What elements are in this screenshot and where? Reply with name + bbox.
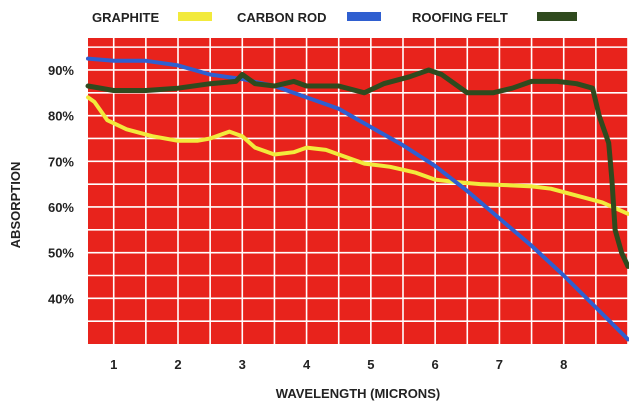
y-tick-label: 50%	[48, 246, 74, 261]
x-axis-title: WAVELENGTH (MICRONS)	[276, 386, 440, 401]
y-axis-ticks: 40% 50% 60% 70% 80% 90%	[48, 63, 74, 306]
legend-label-carbon-rod: CARBON ROD	[237, 10, 327, 25]
x-tick-label: 4	[303, 357, 311, 372]
y-tick-label: 90%	[48, 63, 74, 78]
series-line-roofing-felt	[85, 67, 629, 269]
x-axis-ticks: 1 2 3 4 5 6 7 8	[110, 357, 567, 372]
x-tick-label: 7	[496, 357, 503, 372]
y-axis-title: ABSORPTION	[8, 162, 23, 249]
series-line-carbon-rod	[86, 56, 629, 342]
y-tick-label: 60%	[48, 200, 74, 215]
x-tick-label: 2	[174, 357, 181, 372]
legend-label-roofing-felt: ROOFING FELT	[412, 10, 508, 25]
x-tick-label: 5	[367, 357, 374, 372]
series-layer	[85, 56, 629, 342]
series-line-graphite	[86, 95, 629, 216]
legend: GRAPHITE CARBON ROD ROOFING FELT	[92, 10, 577, 25]
legend-label-graphite: GRAPHITE	[92, 10, 160, 25]
x-tick-label: 8	[560, 357, 567, 372]
legend-swatch-carbon-rod	[347, 12, 381, 21]
x-tick-label: 6	[432, 357, 439, 372]
y-tick-label: 70%	[48, 154, 74, 169]
legend-swatch-graphite	[178, 12, 212, 21]
x-tick-label: 3	[239, 357, 246, 372]
x-tick-label: 1	[110, 357, 117, 372]
y-tick-label: 40%	[48, 291, 74, 306]
y-tick-label: 80%	[48, 109, 74, 124]
legend-swatch-roofing-felt	[537, 12, 577, 21]
